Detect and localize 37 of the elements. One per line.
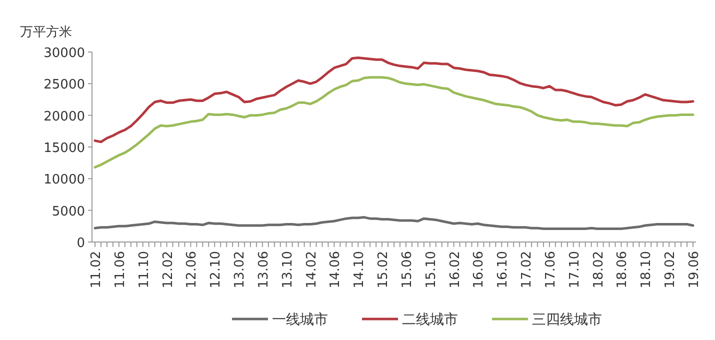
x-tick-label: 11.10: [136, 251, 152, 288]
x-tick-label: 14.02: [304, 251, 320, 288]
x-tick-label: 18.02: [591, 251, 606, 288]
x-tick-label: 14.06: [328, 251, 344, 288]
x-tick-label: 17.10: [567, 251, 582, 288]
x-tick-label: 17.02: [520, 251, 535, 288]
x-tick-label: 16.02: [448, 251, 463, 288]
x-tick-label: 13.02: [232, 251, 248, 288]
legend-label: 一线城市: [272, 312, 328, 328]
y-tick-label: 10000: [44, 172, 85, 188]
x-tick-label: 15.02: [376, 251, 392, 288]
x-tick-label: 16.10: [496, 251, 511, 288]
x-tick-label: 13.10: [280, 251, 296, 288]
x-tick-label: 19.06: [687, 251, 702, 288]
x-tick-label: 17.06: [543, 251, 558, 288]
y-tick-label: 15000: [44, 141, 85, 156]
y-tick-label: 20000: [44, 109, 85, 124]
x-tick-label: 18.10: [639, 251, 654, 288]
x-tick-label: 16.06: [472, 251, 487, 288]
x-tick-label: 19.02: [663, 251, 678, 288]
y-axis-title: 万平方米: [20, 24, 72, 40]
y-tick-label: 0: [76, 236, 85, 251]
x-tick-label: 15.10: [424, 251, 439, 288]
x-tick-label: 12.10: [208, 251, 224, 288]
y-tick-label: 5000: [52, 204, 85, 220]
legend-label: 二线城市: [402, 312, 458, 328]
y-tick-label: 25000: [44, 78, 85, 93]
x-tick-label: 12.02: [160, 251, 176, 288]
x-tick-label: 11.02: [89, 251, 104, 288]
y-tick-label: 30000: [44, 46, 85, 61]
x-tick-label: 11.06: [112, 251, 128, 288]
x-tick-label: 12.06: [184, 251, 200, 288]
x-tick-label: 14.10: [352, 251, 368, 288]
x-tick-label: 13.06: [256, 251, 272, 288]
legend-label: 三四线城市: [532, 312, 602, 328]
x-tick-label: 15.06: [400, 251, 415, 288]
x-tick-label: 18.06: [615, 251, 630, 288]
